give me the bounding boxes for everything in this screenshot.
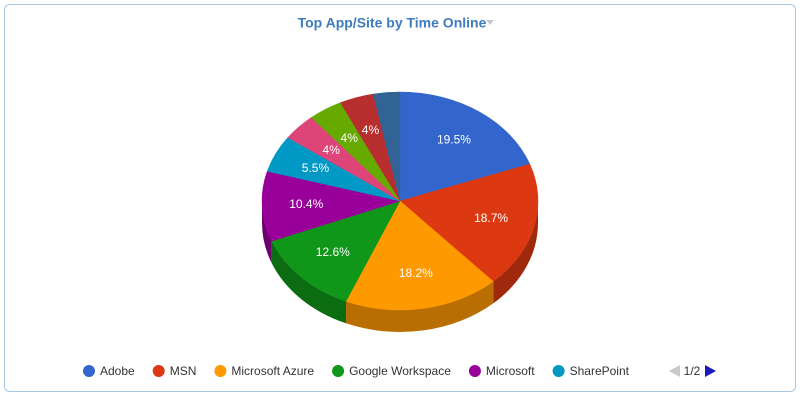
pie-slice bbox=[399, 163, 539, 282]
slice-label: 12.6% bbox=[316, 245, 350, 259]
pie-slice-side bbox=[493, 201, 538, 304]
legend-page: 1/2 bbox=[684, 364, 701, 378]
legend-swatch bbox=[468, 365, 481, 377]
legend-swatch bbox=[83, 365, 95, 377]
legend-swatch bbox=[332, 365, 345, 377]
legend-swatch bbox=[152, 365, 165, 377]
legend-label: Adobe bbox=[100, 364, 135, 378]
pie-slice bbox=[261, 170, 401, 242]
pie-slice bbox=[399, 91, 531, 202]
legend-label: Microsoft Azure bbox=[231, 364, 314, 378]
slice-label: 4% bbox=[323, 143, 341, 157]
pie-slice bbox=[271, 200, 401, 302]
pie-slice-side bbox=[262, 201, 272, 264]
slice-label: 18.2% bbox=[399, 266, 433, 280]
pie-tops bbox=[261, 91, 539, 311]
legend-next[interactable] bbox=[705, 365, 716, 377]
slice-label: 4% bbox=[362, 123, 380, 137]
pie-slice bbox=[372, 91, 401, 202]
legend-label: Google Workspace bbox=[349, 364, 451, 378]
legend-prev[interactable] bbox=[669, 365, 680, 377]
legend-label: MSN bbox=[170, 364, 197, 378]
slice-label: 19.5% bbox=[437, 133, 471, 147]
title-dropdown[interactable] bbox=[486, 20, 494, 25]
slice-label: 4% bbox=[341, 131, 359, 145]
legend-label: SharePoint bbox=[570, 364, 630, 378]
legend-label: Microsoft bbox=[486, 364, 535, 378]
pie-sides bbox=[262, 201, 538, 332]
legend-swatch bbox=[552, 365, 565, 377]
slice-label: 18.7% bbox=[474, 211, 508, 225]
chart-title: Top App/Site by Time Online bbox=[298, 15, 487, 31]
slice-label: 10.4% bbox=[289, 197, 323, 211]
pie-slice bbox=[345, 200, 494, 311]
slice-label: 5.5% bbox=[302, 161, 330, 175]
pie-slice-side bbox=[271, 241, 346, 324]
pie-slice-side bbox=[345, 281, 494, 332]
legend-swatch bbox=[214, 365, 227, 377]
